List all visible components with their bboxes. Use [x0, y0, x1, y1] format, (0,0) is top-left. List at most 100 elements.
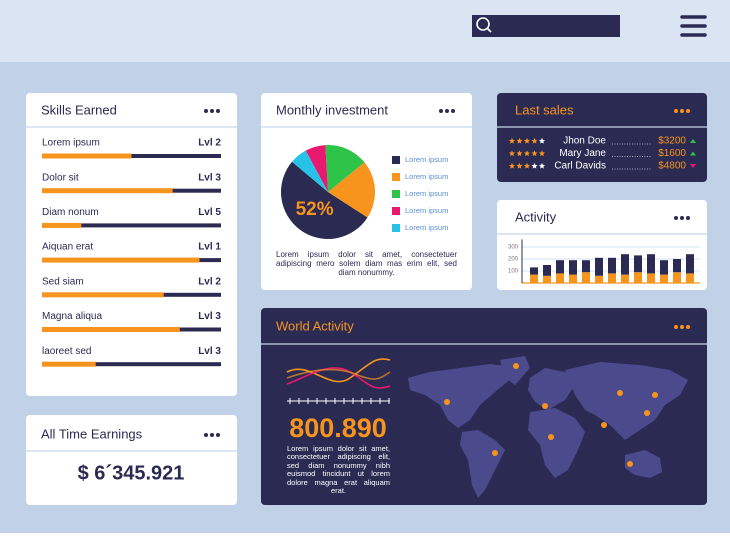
- menu-dots[interactable]: [439, 109, 443, 113]
- menu-dots[interactable]: [204, 109, 208, 113]
- legend-swatch: [392, 156, 400, 164]
- menu-dots[interactable]: [445, 109, 449, 113]
- pie-slice: [328, 162, 375, 218]
- world-map: [408, 356, 688, 498]
- menu-dots[interactable]: [216, 433, 220, 437]
- skill-label: Diam nonum: [42, 207, 99, 218]
- text-block: Lorem ipsum dolor sit amet, consectetuer…: [276, 250, 457, 277]
- progress-bar: [42, 361, 96, 367]
- menu-dots[interactable]: [451, 109, 455, 113]
- legend-swatch: [392, 224, 400, 232]
- bar: [608, 273, 616, 283]
- progress-bar: [42, 327, 180, 332]
- menu-dots[interactable]: [674, 325, 678, 329]
- star-rating: [508, 150, 546, 157]
- trend-arrow: [690, 139, 696, 143]
- y-tick-label: 200: [508, 257, 519, 263]
- menu-dots[interactable]: [204, 433, 208, 437]
- bar: [686, 273, 694, 283]
- sale-name: Carl Davids: [554, 161, 606, 172]
- menu-dots[interactable]: [686, 109, 690, 113]
- map-dots: [444, 363, 658, 467]
- skill-level: Lvl 3: [198, 172, 221, 183]
- bar: [673, 259, 681, 273]
- card: [261, 308, 707, 505]
- bar: [647, 273, 655, 283]
- progress-track: [42, 362, 221, 367]
- menu-dots[interactable]: [210, 109, 214, 113]
- legend-label: Lorem ipsum: [405, 155, 448, 164]
- card-title: Skills Earned: [41, 102, 117, 117]
- card: [26, 93, 237, 396]
- menu-icon[interactable]: [680, 15, 707, 37]
- bar: [595, 275, 603, 283]
- pie-slice: [280, 161, 368, 240]
- progress-bar: [42, 257, 200, 263]
- card-title: All Time Earnings: [41, 426, 143, 441]
- bar: [556, 260, 564, 274]
- skill-level: Lvl 5: [198, 207, 221, 218]
- star: [523, 162, 531, 169]
- y-tick-label: 300: [508, 245, 519, 251]
- progress-track: [42, 223, 221, 228]
- bar: [660, 274, 668, 283]
- bar: [673, 272, 681, 283]
- card-title: Monthly investment: [276, 102, 388, 117]
- sale-amount: $4800: [658, 161, 686, 172]
- card: [26, 415, 237, 505]
- bar: [621, 274, 629, 283]
- skill-label: Lorem ipsum: [42, 138, 100, 149]
- menu-dots[interactable]: [686, 325, 690, 329]
- star: [531, 162, 538, 169]
- star-rating: [508, 162, 546, 169]
- bar: [660, 260, 668, 275]
- progress-bar: [42, 188, 173, 194]
- bar: [569, 260, 577, 275]
- star: [516, 137, 523, 144]
- search-box[interactable]: [472, 15, 620, 37]
- world-value: 800.890: [289, 413, 387, 443]
- menu-dots[interactable]: [674, 216, 678, 220]
- pie-slice: [291, 150, 328, 192]
- menu-dots[interactable]: [680, 109, 684, 113]
- legend-label: Lorem ipsum: [405, 206, 448, 215]
- progress-bar: [42, 292, 164, 298]
- bar: [647, 254, 655, 274]
- menu-dots[interactable]: [674, 109, 678, 113]
- star: [538, 150, 546, 157]
- progress-bar: [42, 153, 132, 159]
- bar: [556, 273, 564, 283]
- legend-swatch: [392, 190, 400, 198]
- legend-label: Lorem ipsum: [405, 223, 448, 232]
- trend-arrow: [690, 164, 696, 168]
- star: [538, 137, 546, 144]
- investment-text: Lorem ipsum dolor sit amet, consectetuer…: [276, 250, 457, 277]
- skill-level: Lvl 2: [198, 138, 221, 149]
- bar: [569, 274, 577, 283]
- bar: [530, 267, 538, 275]
- top-bar: [0, 0, 730, 62]
- menu-dots[interactable]: [686, 216, 690, 220]
- menu-dots[interactable]: [680, 216, 684, 220]
- menu-dots[interactable]: [210, 433, 214, 437]
- pie-label: 52%: [296, 199, 334, 220]
- skill-label: Aiquan erat: [42, 242, 93, 253]
- tick-decoration: [287, 398, 390, 404]
- menu-dots[interactable]: [216, 109, 220, 113]
- sale-amount: $3200: [658, 136, 686, 147]
- bar: [530, 274, 538, 283]
- star-rating: [508, 137, 546, 144]
- menu-dots[interactable]: [680, 325, 684, 329]
- star: [516, 162, 523, 169]
- sale-name: Mary Jane: [559, 148, 606, 159]
- skill-label: Sed siam: [42, 276, 84, 287]
- star: [508, 162, 516, 169]
- world-text: Lorem ipsum dolor sit amet, consectetuer…: [287, 445, 390, 495]
- bar: [634, 272, 642, 283]
- progress-bar: [42, 222, 82, 228]
- skill-label: Magna aliqua: [42, 311, 102, 322]
- card-title: Activity: [515, 209, 557, 224]
- pie-slice: [305, 145, 328, 192]
- bar: [686, 254, 694, 274]
- bar: [608, 257, 616, 274]
